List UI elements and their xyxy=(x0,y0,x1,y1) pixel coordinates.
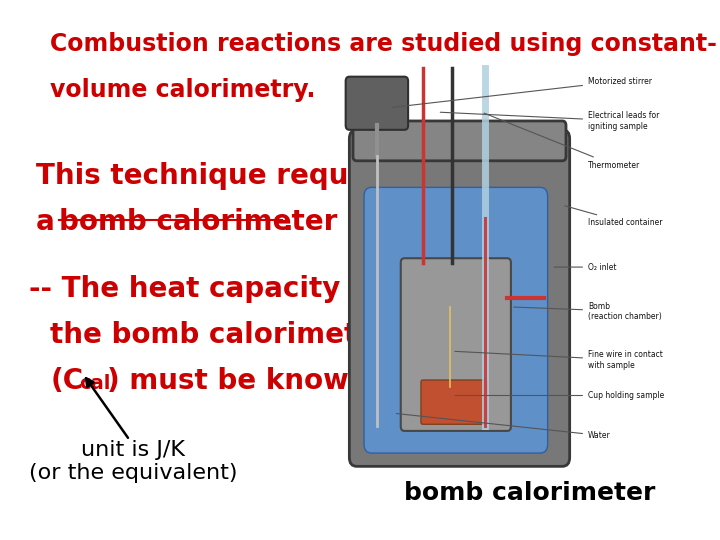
Text: cal: cal xyxy=(79,374,111,393)
Text: the bomb calorimeter: the bomb calorimeter xyxy=(50,321,390,349)
Text: Motorized stirrer: Motorized stirrer xyxy=(392,77,652,107)
Text: Combustion reactions are studied using constant-: Combustion reactions are studied using c… xyxy=(50,32,717,56)
FancyBboxPatch shape xyxy=(353,121,566,161)
Text: Fine wire in contact
with sample: Fine wire in contact with sample xyxy=(455,350,663,370)
Text: unit is J/K
(or the equivalent): unit is J/K (or the equivalent) xyxy=(29,440,238,483)
FancyBboxPatch shape xyxy=(421,380,487,424)
Text: Water: Water xyxy=(396,414,611,440)
Text: volume calorimetry.: volume calorimetry. xyxy=(50,78,316,102)
Text: -- The heat capacity of: -- The heat capacity of xyxy=(29,275,381,303)
Text: Thermometer: Thermometer xyxy=(484,113,640,170)
Text: O₂ inlet: O₂ inlet xyxy=(554,262,616,272)
Text: (C: (C xyxy=(50,367,84,395)
Text: Cup holding sample: Cup holding sample xyxy=(455,391,665,400)
Text: This technique requires: This technique requires xyxy=(36,162,408,190)
FancyBboxPatch shape xyxy=(401,258,511,431)
Text: Electrical leads for
igniting sample: Electrical leads for igniting sample xyxy=(440,111,660,131)
Text: bomb calorimeter: bomb calorimeter xyxy=(403,481,655,505)
Text: a: a xyxy=(36,208,64,236)
Text: ) must be known.: ) must be known. xyxy=(107,367,379,395)
FancyBboxPatch shape xyxy=(346,77,408,130)
FancyBboxPatch shape xyxy=(349,130,570,467)
Text: Insulated container: Insulated container xyxy=(565,206,662,227)
Text: Bomb
(reaction chamber): Bomb (reaction chamber) xyxy=(513,302,662,321)
Text: bomb calorimeter: bomb calorimeter xyxy=(59,208,338,236)
Text: .: . xyxy=(282,208,293,236)
FancyBboxPatch shape xyxy=(364,187,548,453)
